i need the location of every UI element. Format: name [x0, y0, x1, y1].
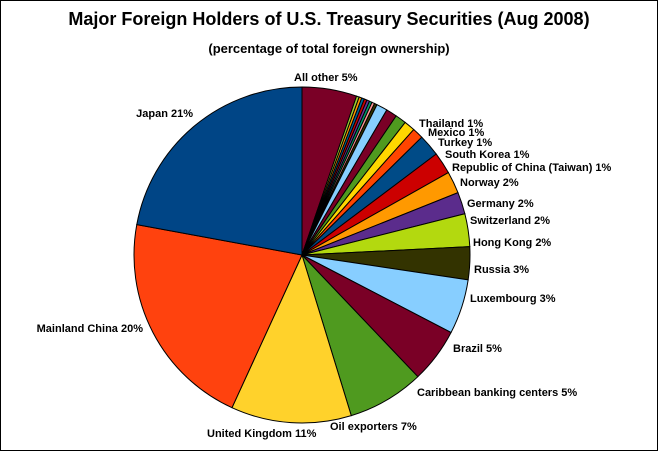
slice-label: South Korea 1% — [445, 149, 530, 161]
slice-label: Germany 2% — [467, 198, 534, 210]
slice-label: Luxembourg 3% — [470, 293, 556, 305]
pie-slice-japan — [136, 86, 303, 256]
chart-subtitle: (percentage of total foreign ownership) — [208, 41, 450, 56]
slice-label: All other 5% — [294, 72, 358, 84]
slice-label: Mainland China 20% — [37, 323, 144, 335]
slice-label: Oil exporters 7% — [330, 421, 417, 433]
slice-label: Thailand 1% — [419, 118, 483, 130]
slice-label: Caribbean banking centers 5% — [417, 387, 577, 399]
slice-label: Switzerland 2% — [470, 215, 550, 227]
slice-label: Japan 21% — [136, 108, 193, 120]
slice-label: Russia 3% — [474, 264, 529, 276]
slice-label: Norway 2% — [460, 177, 519, 189]
slice-label: Turkey 1% — [438, 137, 492, 149]
slice-label: Mexico 1% — [428, 127, 484, 139]
pie-slice-mainland-china — [133, 224, 303, 409]
pie-slice-united-kingdom — [231, 253, 352, 424]
slice-label: Brazil 5% — [453, 343, 502, 355]
slice-label: Republic of China (Taiwan) 1% — [452, 162, 612, 174]
slice-label: United Kingdom 11% — [207, 428, 317, 440]
slice-label: Hong Kong 2% — [473, 237, 551, 249]
chart-title: Major Foreign Holders of U.S. Treasury S… — [68, 9, 590, 29]
